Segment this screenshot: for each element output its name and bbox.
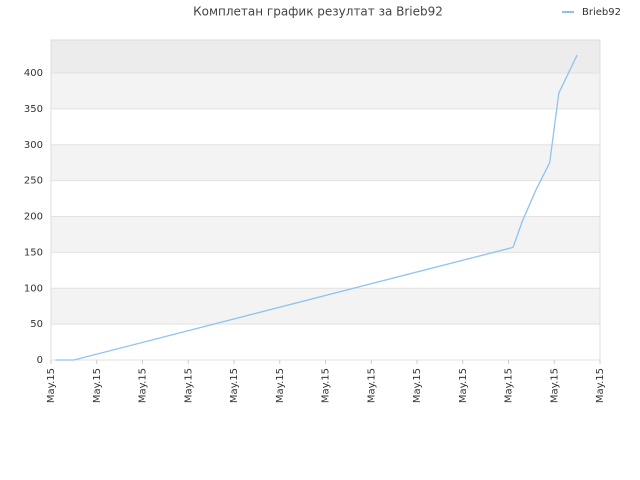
grid-band [51, 73, 600, 109]
grid-band [51, 144, 600, 181]
y-tick-label: 300 [24, 140, 43, 151]
x-tick-label: May.15 [275, 368, 286, 403]
grid-band [51, 288, 600, 325]
x-tick-label: May.15 [549, 368, 560, 403]
x-tick-label: May.15 [183, 368, 194, 403]
grid-band [51, 252, 600, 289]
x-tick-label: May.15 [46, 368, 57, 403]
x-tick-label: May.15 [504, 368, 515, 403]
x-tick-label: May.15 [366, 368, 377, 403]
grid-band [51, 180, 600, 217]
y-tick-label: 250 [24, 176, 43, 187]
x-tick-label: May.15 [412, 368, 423, 403]
chart-title: Комплетан график резултат за Brieb92 [193, 5, 443, 19]
x-tick-label: May.15 [595, 368, 606, 403]
y-tick-label: 400 [24, 68, 43, 79]
y-tick-label: 150 [24, 247, 43, 258]
x-tick-label: May.15 [92, 368, 103, 403]
x-tick-label: May.15 [458, 368, 469, 403]
grid-band [51, 216, 600, 253]
grid-band [51, 40, 600, 74]
y-tick-label: 200 [24, 212, 43, 223]
x-tick-label: May.15 [229, 368, 240, 403]
y-tick-label: 50 [30, 319, 43, 330]
legend-label: Brieb92 [582, 7, 621, 18]
y-tick-label: 0 [37, 355, 43, 366]
grid-band [51, 108, 600, 145]
x-tick-label: May.15 [321, 368, 332, 403]
grid-band [51, 324, 600, 360]
y-tick-label: 350 [24, 104, 43, 115]
y-tick-label: 100 [24, 283, 43, 294]
x-tick-label: May.15 [138, 368, 149, 403]
series-line [55, 54, 578, 361]
